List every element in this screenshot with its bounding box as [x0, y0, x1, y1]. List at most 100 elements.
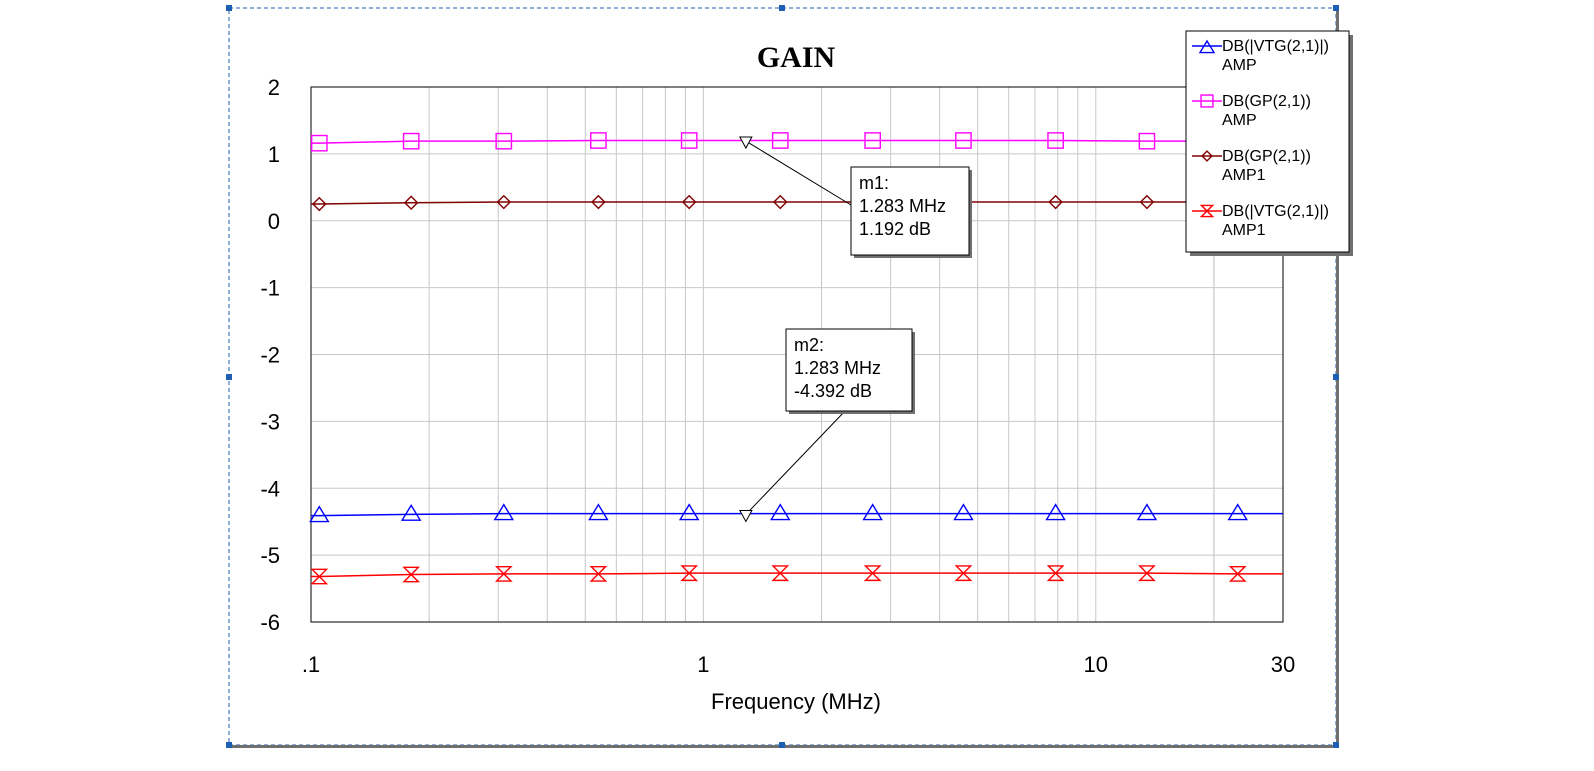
legend-label: DB(GP(2,1))	[1222, 148, 1311, 165]
marker-2: m2: 1.283 MHz -4.392 dB	[739, 328, 915, 523]
point-marker	[589, 565, 608, 582]
x-axis-label: Frequency (MHz)	[711, 689, 881, 714]
point-marker	[771, 565, 790, 582]
marker-symbol	[739, 136, 753, 150]
selection-handle[interactable]	[226, 374, 232, 380]
marker-text: m2:	[794, 335, 824, 355]
series-line	[311, 139, 1283, 144]
legend-label: DB(|VTG(2,1)|)	[1222, 203, 1329, 220]
x-tick-label: 30	[1271, 652, 1295, 677]
point-marker	[953, 503, 974, 521]
marker-symbol	[739, 509, 753, 523]
point-marker	[678, 503, 700, 521]
point-marker	[864, 132, 882, 149]
y-tick-label: 0	[268, 209, 280, 234]
frame-shadow-bottom	[232, 745, 1339, 748]
point-marker	[310, 134, 328, 152]
selection-handle[interactable]	[1333, 374, 1339, 380]
series-group	[309, 132, 1283, 585]
point-marker	[496, 194, 512, 210]
x-tick-label: 1	[697, 652, 709, 677]
legend-entry: DB(|VTG(2,1)|) AMP	[1192, 38, 1329, 74]
point-marker	[1138, 132, 1156, 150]
plot-border	[310, 86, 1284, 623]
point-marker	[772, 194, 788, 210]
point-marker	[1201, 150, 1213, 162]
legend-entry: DB(GP(2,1)) AMP1	[1192, 148, 1311, 184]
legend-sublabel: AMP1	[1222, 222, 1266, 239]
y-tick-labels: 2 1 0 -1 -2 -3 -4 -5 -6	[260, 75, 280, 635]
legend-sublabel: AMP	[1222, 112, 1257, 129]
marker-text: 1.192 dB	[859, 219, 931, 239]
point-marker	[1138, 565, 1156, 582]
point-marker	[954, 565, 973, 582]
marker-annotations: m1: 1.283 MHz 1.192 dB m2: 1.283 MHz -4.392 d…	[739, 136, 972, 523]
point-marker	[1200, 94, 1214, 108]
marker-leader-line	[745, 140, 852, 206]
legend-box	[1185, 30, 1350, 253]
y-tick-label: -3	[260, 409, 280, 434]
point-marker	[312, 196, 327, 212]
y-tick-label: -6	[260, 610, 280, 635]
point-marker	[493, 503, 515, 521]
point-marker	[1047, 132, 1064, 149]
point-marker	[588, 503, 609, 521]
y-tick-label: 1	[268, 142, 280, 167]
point-marker	[771, 132, 789, 149]
marker-box	[850, 166, 970, 256]
point-marker	[1139, 194, 1155, 210]
point-marker	[955, 132, 972, 149]
point-marker	[1228, 565, 1247, 582]
point-marker	[680, 565, 699, 582]
selection-handle[interactable]	[779, 5, 785, 11]
series-hourglass	[310, 565, 1283, 585]
point-marker	[402, 132, 420, 150]
point-marker	[495, 132, 513, 150]
legend[interactable]: DB(|VTG(2,1)|)AMPDB(GP(2,1))AMPDB(GP(2,1…	[1185, 30, 1353, 256]
selection-handle[interactable]	[1333, 5, 1339, 11]
point-marker	[402, 566, 421, 583]
point-marker	[400, 503, 422, 521]
chart-title: GAIN	[757, 41, 836, 74]
selection-handle[interactable]	[226, 742, 232, 748]
legend-entry: DB(GP(2,1)) AMP	[1192, 93, 1311, 129]
y-tick-label: -4	[260, 476, 280, 501]
point-marker	[591, 194, 606, 210]
legend-entry: DB(|VTG(2,1)|) AMP1	[1192, 203, 1329, 239]
x-tick-labels: .1 1 10 30	[302, 652, 1295, 677]
point-marker	[680, 132, 698, 149]
point-marker	[1045, 503, 1066, 521]
marker-1: m1: 1.283 MHz 1.192 dB	[739, 136, 972, 258]
marker-leader-line	[745, 410, 846, 515]
marker-text: 1.283 MHz	[794, 358, 881, 378]
point-marker	[681, 194, 697, 210]
point-marker	[862, 503, 883, 521]
selection-handles[interactable]	[226, 5, 1339, 748]
series-line	[311, 512, 1283, 517]
selection-handle[interactable]	[779, 742, 785, 748]
point-marker	[590, 132, 607, 149]
y-tick-label: -5	[260, 543, 280, 568]
marker-text: m1:	[859, 173, 889, 193]
point-marker	[1048, 194, 1063, 210]
series-line	[311, 201, 1283, 205]
point-marker	[494, 565, 513, 582]
point-marker	[310, 568, 329, 585]
point-marker	[1136, 503, 1158, 521]
legend-sublabel: AMP1	[1222, 167, 1266, 184]
marker-text: 1.283 MHz	[859, 196, 946, 216]
selection-handle[interactable]	[226, 5, 232, 11]
point-marker	[1198, 39, 1216, 54]
y-tick-label: -2	[260, 343, 280, 368]
x-tick-label: 10	[1084, 652, 1108, 677]
x-tick-label: .1	[302, 652, 320, 677]
series-triangle	[309, 503, 1283, 523]
marker-box	[785, 328, 913, 412]
selection-handle[interactable]	[1333, 742, 1339, 748]
legend-sublabel: AMP	[1222, 57, 1257, 74]
point-marker	[1227, 503, 1248, 521]
y-tick-label: -1	[260, 276, 280, 301]
point-marker	[1046, 565, 1065, 582]
marker-text: -4.392 dB	[794, 381, 872, 401]
